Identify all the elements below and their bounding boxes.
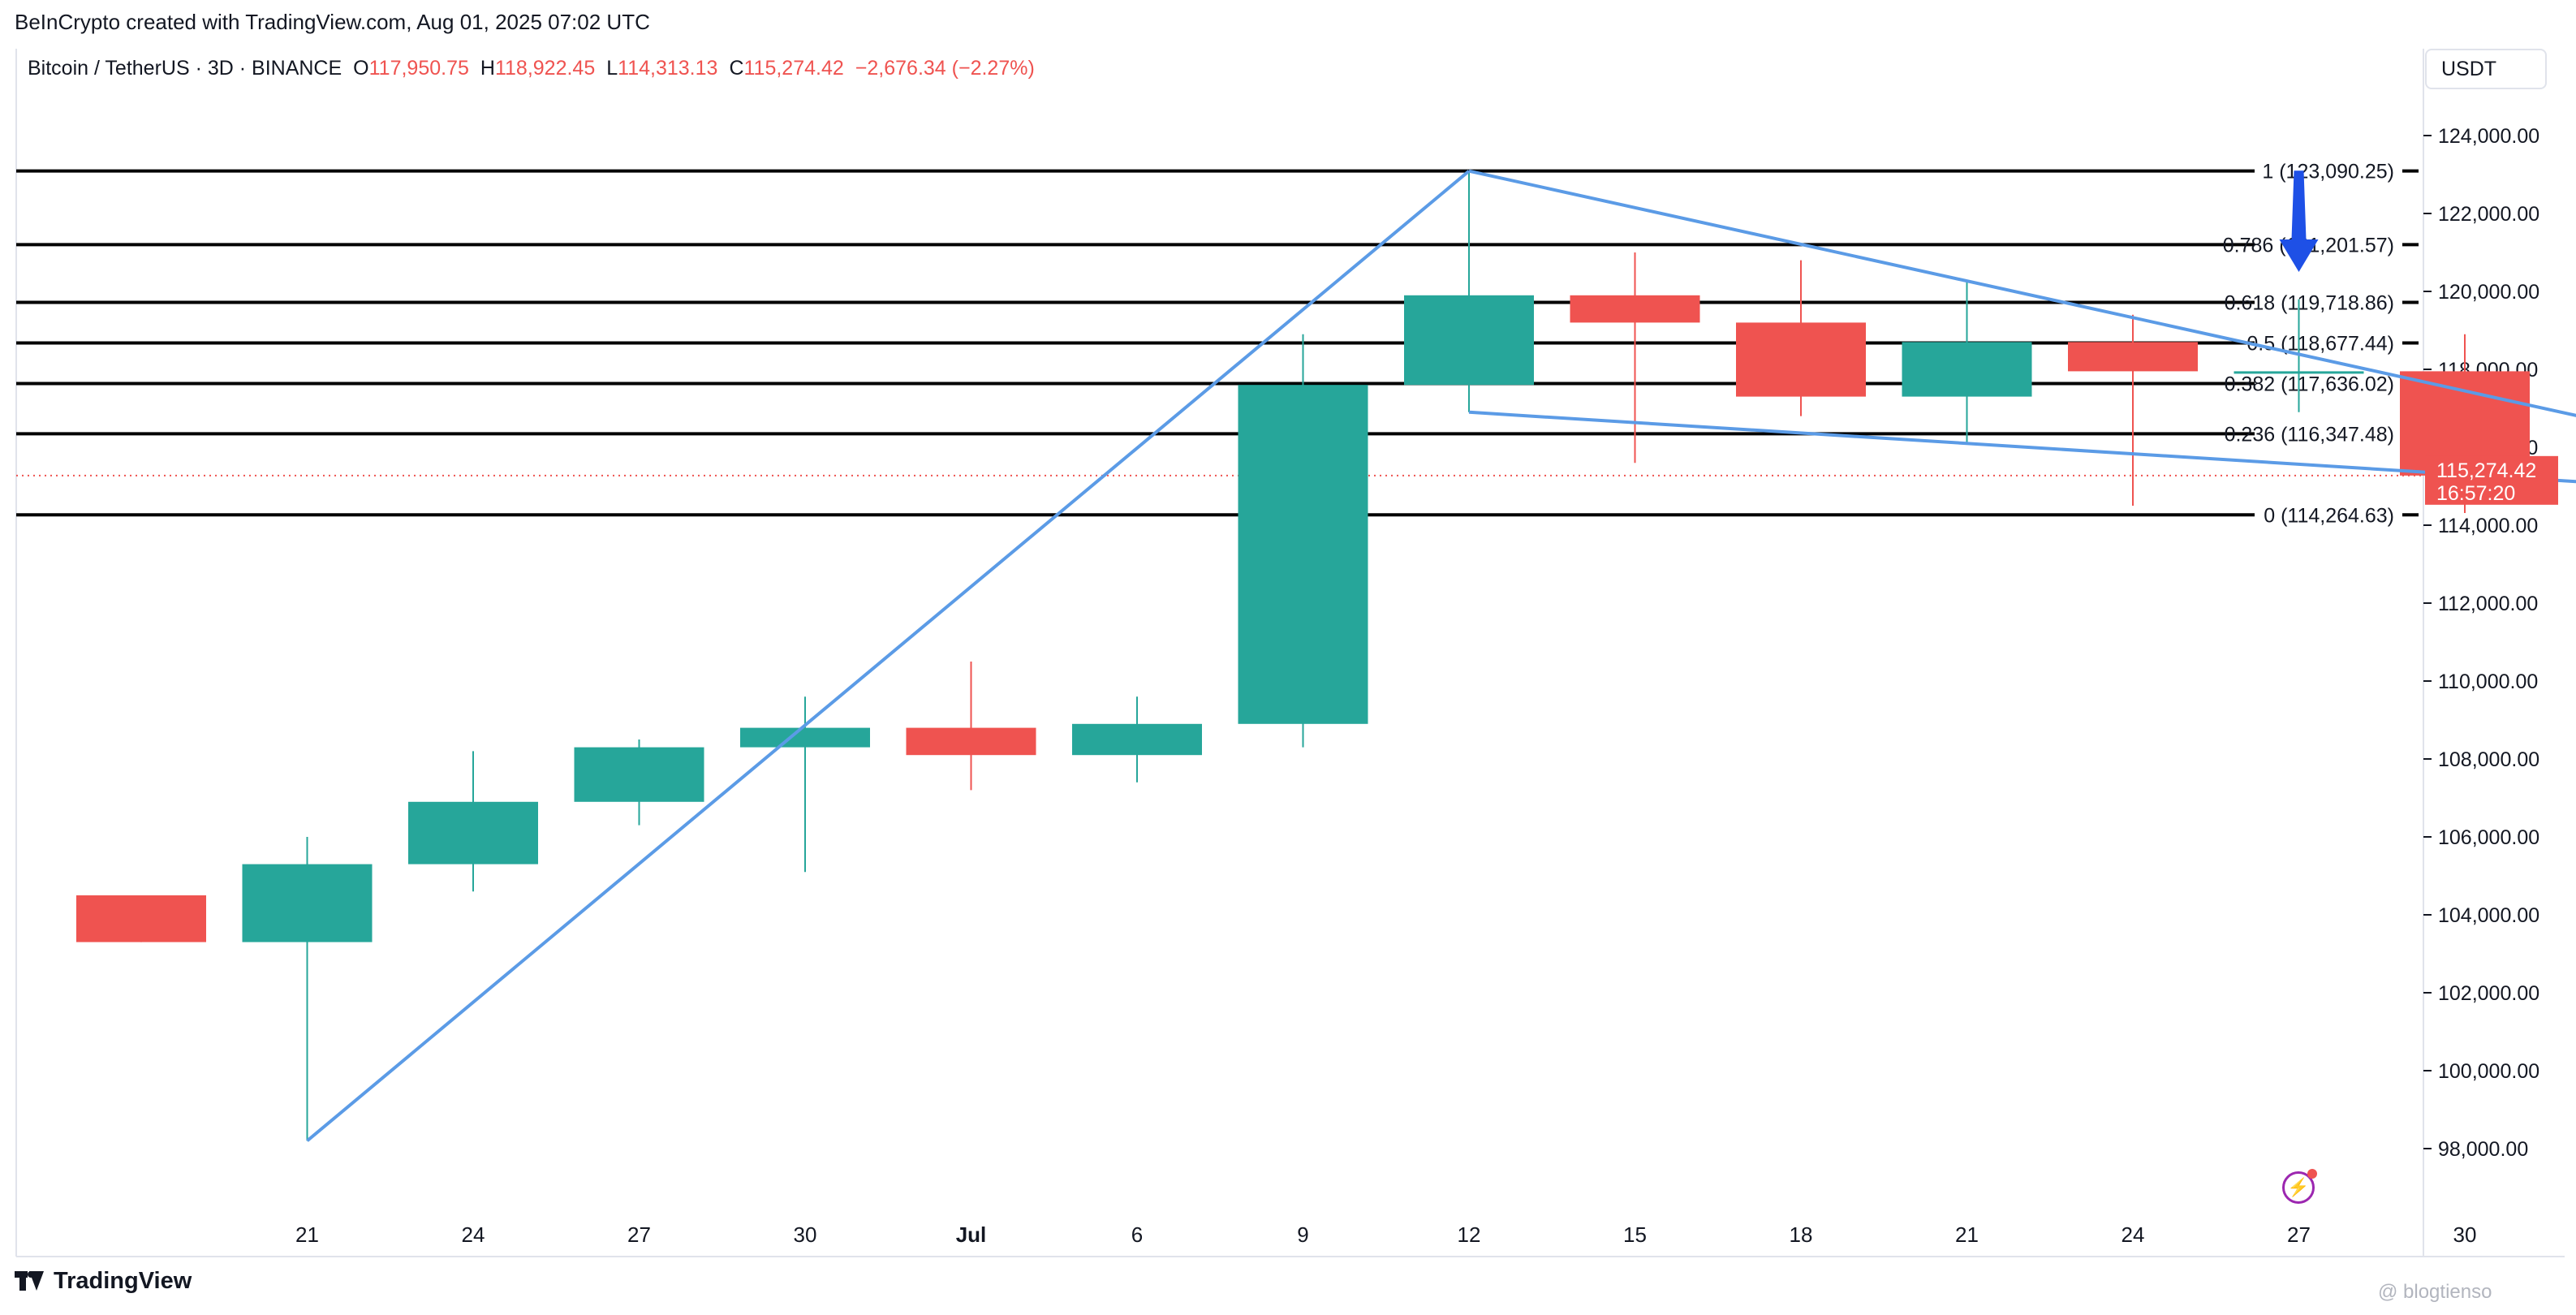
fib-level-label: 0.236 (116,347.48) <box>2225 423 2394 446</box>
x-tick-label: 21 <box>1955 1222 1979 1247</box>
x-tick-label: 12 <box>1458 1222 1481 1247</box>
y-tick-label: 100,000.00 <box>2438 1060 2539 1083</box>
candle-body <box>1404 295 1534 386</box>
y-tick-label: 124,000.00 <box>2438 125 2539 148</box>
symbol-name[interactable]: Bitcoin / TetherUS · 3D · BINANCE <box>28 57 342 80</box>
symbol-info-bar: Bitcoin / TetherUS · 3D · BINANCE O117,95… <box>28 57 1035 80</box>
low-value: 114,313.13 <box>618 57 718 80</box>
x-tick-label: 15 <box>1623 1222 1647 1247</box>
fib-level-label: 0.618 (119,718.86) <box>2225 291 2394 314</box>
open-label: O <box>353 57 369 80</box>
fib-level-label: 0.5 (118,677.44) <box>2246 332 2394 355</box>
y-tick-label: 122,000.00 <box>2438 203 2539 226</box>
change-value: −2,676.34 (−2.27%) <box>855 57 1035 80</box>
high-value: 118,922.45 <box>494 57 596 80</box>
candle-body <box>2234 371 2364 374</box>
tradingview-logo[interactable]: TradingView <box>15 1268 192 1295</box>
x-tick-label: 18 <box>1790 1222 1813 1247</box>
x-tick-label: 9 <box>1297 1222 1308 1247</box>
trend-line <box>306 170 1471 1142</box>
y-tick-label: 112,000.00 <box>2438 593 2538 615</box>
x-tick-label: 27 <box>627 1222 651 1247</box>
candle-body <box>242 864 373 942</box>
candle-body <box>1736 322 1866 397</box>
trend-line <box>1468 410 2576 484</box>
y-tick-label: 106,000.00 <box>2438 826 2539 849</box>
high-label: H <box>480 57 495 80</box>
tradingview-mark-icon <box>15 1270 47 1292</box>
y-tick-label: 108,000.00 <box>2438 748 2539 771</box>
y-tick-label: 98,000.00 <box>2438 1138 2528 1161</box>
fib-level-label: 0.382 (117,636.02) <box>2225 373 2394 395</box>
close-label: C <box>729 57 744 80</box>
x-tick-label: 6 <box>1131 1222 1143 1247</box>
x-tick-label: 30 <box>794 1222 817 1247</box>
candle-countdown: 16:57:20 <box>2436 482 2515 505</box>
x-tick-label: Jul <box>956 1222 987 1247</box>
tradingview-logo-text: TradingView <box>54 1268 192 1294</box>
close-value: 115,274.42 <box>743 57 844 80</box>
x-tick-label: 27 <box>2287 1222 2311 1247</box>
candle-body <box>574 747 704 802</box>
x-tick-label: 24 <box>2122 1222 2145 1247</box>
candle-body <box>1902 342 2032 397</box>
last-price-value: 115,274.42 <box>2436 459 2536 482</box>
candle-body <box>408 801 538 864</box>
candle-body <box>2068 342 2198 372</box>
x-tick-label: 24 <box>462 1222 485 1247</box>
y-tick-label: 102,000.00 <box>2438 982 2539 1005</box>
y-tick-label: 110,000.00 <box>2438 670 2538 693</box>
currency-button[interactable]: USDT <box>2425 49 2547 89</box>
y-tick-label: 120,000.00 <box>2438 281 2539 304</box>
y-tick-label: 104,000.00 <box>2438 904 2539 927</box>
x-tick-label: 30 <box>2453 1222 2477 1247</box>
trend-line <box>1468 169 2576 417</box>
watermark: @ blogtienso <box>2378 1281 2492 1303</box>
candle-body <box>1238 385 1368 724</box>
x-tick-label: 21 <box>295 1222 319 1247</box>
down-arrow-icon <box>2279 170 2319 272</box>
candle-body <box>1570 295 1700 323</box>
last-price-tag <box>2425 455 2558 505</box>
candle-body <box>1072 723 1202 756</box>
open-value: 117,950.75 <box>368 57 469 80</box>
fib-level-label: 1 (123,090.25) <box>2262 161 2394 183</box>
lightning-icon[interactable]: ⚡ <box>2282 1169 2317 1204</box>
candle-body <box>906 727 1036 756</box>
chart-caption: BeInCrypto created with TradingView.com,… <box>15 10 650 34</box>
low-label: L <box>606 57 618 80</box>
candle-body <box>740 727 870 748</box>
candle-body <box>76 895 206 942</box>
y-tick-label: 114,000.00 <box>2438 515 2538 537</box>
fib-level-label: 0 (114,264.63) <box>2264 504 2394 527</box>
